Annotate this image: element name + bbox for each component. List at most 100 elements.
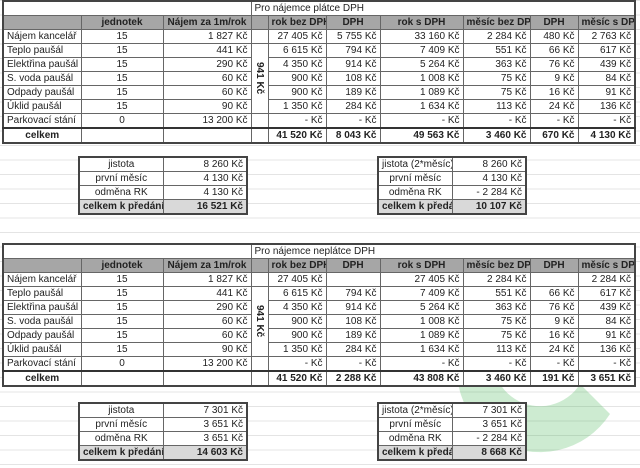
cell[interactable]: 15 — [80, 286, 164, 301]
cell[interactable]: 75 Kč — [462, 328, 531, 343]
cell[interactable]: - Kč — [462, 356, 531, 372]
summary-value[interactable]: - 2 284 Kč — [451, 431, 527, 446]
cell[interactable]: 0 — [80, 113, 164, 129]
total-cell[interactable]: 41 520 Kč — [267, 127, 327, 144]
cell[interactable]: S. voda paušál — [2, 71, 82, 86]
cell[interactable]: 60 Kč — [162, 328, 252, 343]
cell[interactable]: 15 — [80, 342, 164, 357]
total-cell[interactable]: 8 043 Kč — [325, 127, 381, 144]
cell[interactable]: 5 264 Kč — [379, 57, 464, 72]
cell[interactable]: 551 Kč — [462, 43, 531, 58]
cell[interactable]: 60 Kč — [162, 71, 252, 86]
summary-value[interactable]: 3 651 Kč — [162, 417, 248, 432]
cell[interactable]: 290 Kč — [162, 57, 252, 72]
cell[interactable]: 15 — [80, 272, 164, 287]
cell[interactable]: 66 Kč — [529, 286, 579, 301]
total-cell[interactable]: celkem — [2, 127, 82, 144]
cell[interactable]: Teplo paušál — [2, 43, 82, 58]
cell[interactable]: 441 Kč — [162, 43, 252, 58]
cell[interactable]: 363 Kč — [462, 57, 531, 72]
cell[interactable]: 15 — [80, 29, 164, 44]
cell[interactable]: 90 Kč — [162, 99, 252, 114]
summary-value[interactable]: 4 130 Kč — [162, 185, 248, 200]
total-cell[interactable]: celkem — [2, 370, 82, 387]
cell[interactable]: 794 Kč — [325, 43, 381, 58]
summary-value[interactable]: - 2 284 Kč — [451, 185, 527, 200]
cell[interactable]: Úklid paušál — [2, 99, 82, 114]
cell[interactable]: Nájem kancelář — [2, 272, 82, 287]
cell[interactable]: 0 — [80, 356, 164, 372]
cell[interactable]: 439 Kč — [577, 57, 636, 72]
cell[interactable]: 15 — [80, 85, 164, 100]
cell[interactable]: 15 — [80, 328, 164, 343]
cell[interactable]: 9 Kč — [529, 71, 579, 86]
cell[interactable]: 108 Kč — [325, 314, 381, 329]
cell[interactable]: 66 Kč — [529, 43, 579, 58]
summary-value[interactable]: 10 107 Kč — [451, 199, 527, 215]
cell[interactable]: 189 Kč — [325, 328, 381, 343]
summary-value[interactable]: 4 130 Kč — [162, 171, 248, 186]
total-cell[interactable]: 2 288 Kč — [325, 370, 381, 387]
cell[interactable]: S. voda paušál — [2, 314, 82, 329]
cell[interactable]: 1 350 Kč — [267, 99, 327, 114]
cell[interactable]: 1 089 Kč — [379, 85, 464, 100]
cell[interactable]: 15 — [80, 71, 164, 86]
cell[interactable]: 290 Kč — [162, 300, 252, 315]
summary-value[interactable]: 16 521 Kč — [162, 199, 248, 215]
total-cell[interactable]: 3 460 Kč — [462, 370, 531, 387]
cell[interactable]: 75 Kč — [462, 71, 531, 86]
total-cell[interactable]: 41 520 Kč — [267, 370, 327, 387]
cell[interactable]: 90 Kč — [162, 342, 252, 357]
cell[interactable]: 24 Kč — [529, 342, 579, 357]
cell[interactable]: 136 Kč — [577, 342, 636, 357]
cell[interactable]: 363 Kč — [462, 300, 531, 315]
cell[interactable]: 2 284 Kč — [577, 272, 636, 287]
cell[interactable]: 441 Kč — [162, 286, 252, 301]
cell[interactable]: 617 Kč — [577, 286, 636, 301]
cell[interactable]: Odpady paušál — [2, 328, 82, 343]
cell[interactable]: 1 350 Kč — [267, 342, 327, 357]
summary-value[interactable]: 14 603 Kč — [162, 445, 248, 461]
cell[interactable]: Odpady paušál — [2, 85, 82, 100]
summary-value[interactable]: 8 260 Kč — [162, 156, 248, 172]
cell[interactable]: 9 Kč — [529, 314, 579, 329]
total-cell[interactable]: 3 651 Kč — [577, 370, 636, 387]
cell[interactable]: 15 — [80, 300, 164, 315]
cell[interactable]: 15 — [80, 314, 164, 329]
cell[interactable]: - Kč — [462, 113, 531, 129]
cell[interactable]: 13 200 Kč — [162, 356, 252, 372]
cell[interactable]: - Kč — [325, 356, 381, 372]
cell[interactable]: 2 763 Kč — [577, 29, 636, 44]
cell[interactable]: 4 350 Kč — [267, 300, 327, 315]
summary-value[interactable]: 4 130 Kč — [451, 171, 527, 186]
cell[interactable]: 76 Kč — [529, 57, 579, 72]
cell[interactable]: 15 — [80, 57, 164, 72]
cell[interactable]: - Kč — [267, 113, 327, 129]
summary-value[interactable]: 8 260 Kč — [451, 156, 527, 172]
cell[interactable]: Parkovací stání — [2, 356, 82, 372]
summary-value[interactable]: 7 301 Kč — [162, 402, 248, 418]
cell[interactable]: 794 Kč — [325, 286, 381, 301]
cell[interactable]: 900 Kč — [267, 85, 327, 100]
cell[interactable]: 113 Kč — [462, 342, 531, 357]
cell[interactable]: 914 Kč — [325, 300, 381, 315]
cell[interactable]: 16 Kč — [529, 85, 579, 100]
total-cell[interactable] — [162, 127, 252, 144]
total-cell[interactable] — [80, 127, 164, 144]
cell[interactable]: 15 — [80, 99, 164, 114]
cell[interactable]: 13 200 Kč — [162, 113, 252, 129]
cell[interactable]: 75 Kč — [462, 85, 531, 100]
cell[interactable]: 33 160 Kč — [379, 29, 464, 44]
cell[interactable]: Teplo paušál — [2, 286, 82, 301]
cell[interactable]: 5 755 Kč — [325, 29, 381, 44]
cell[interactable]: 284 Kč — [325, 342, 381, 357]
cell[interactable]: 6 615 Kč — [267, 286, 327, 301]
cell[interactable]: - Kč — [529, 113, 579, 129]
total-cell[interactable]: 670 Kč — [529, 127, 579, 144]
cell[interactable]: 551 Kč — [462, 286, 531, 301]
cell[interactable]: 439 Kč — [577, 300, 636, 315]
cell[interactable]: 284 Kč — [325, 99, 381, 114]
cell[interactable]: 113 Kč — [462, 99, 531, 114]
cell[interactable]: 617 Kč — [577, 43, 636, 58]
cell[interactable]: 5 264 Kč — [379, 300, 464, 315]
